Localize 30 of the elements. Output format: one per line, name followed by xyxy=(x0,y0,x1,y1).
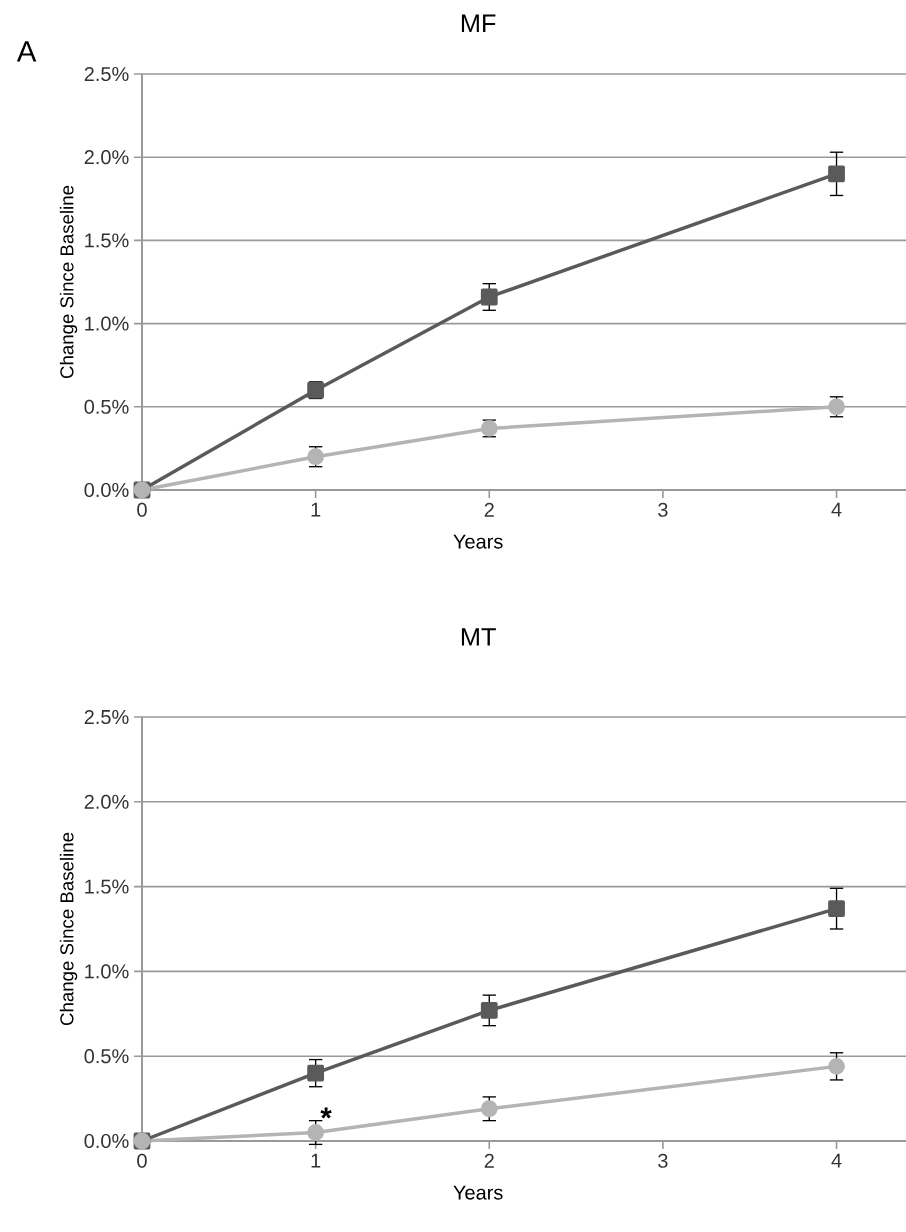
x-tick-label: 0 xyxy=(137,502,147,517)
chart-title: MT xyxy=(461,628,496,646)
y-tick-label: 0.5% xyxy=(84,399,129,414)
x-tick-label: 2 xyxy=(484,1153,494,1168)
x-axis-title: Years xyxy=(453,1185,503,1200)
y-tick-label: 2.0% xyxy=(84,794,129,809)
x-tick-label: 1 xyxy=(311,1153,321,1168)
y-tick-label: 2.5% xyxy=(84,709,129,725)
y-tick-label: 1.5% xyxy=(85,233,129,248)
x-tick-label: 0 xyxy=(137,1153,147,1168)
x-tick-label: 2 xyxy=(484,502,494,517)
y-axis-title: Change Since Baseline xyxy=(59,185,78,379)
x-tick-label: 4 xyxy=(831,502,842,517)
chart-title: MF xyxy=(461,14,496,32)
y-tick-label: 0.0% xyxy=(84,482,129,498)
y-tick-label: 0.0% xyxy=(84,1133,129,1149)
y-tick-label: 1.0% xyxy=(85,964,129,979)
y-tick-label: 2.0% xyxy=(84,150,129,165)
x-axis-title: Years xyxy=(453,534,503,549)
x-tick-label: 3 xyxy=(658,1153,668,1168)
y-tick-label: 1.0% xyxy=(85,316,129,331)
x-tick-label: 4 xyxy=(831,1153,842,1168)
annotation: * xyxy=(320,1107,332,1119)
x-tick-label: 3 xyxy=(658,502,668,517)
y-tick-label: 2.5% xyxy=(84,66,129,82)
y-tick-label: 1.5% xyxy=(85,879,129,894)
y-axis-title: Change Since Baseline xyxy=(59,832,78,1026)
y-tick-label: 0.5% xyxy=(84,1049,129,1064)
text: A xyxy=(16,41,37,62)
x-tick-label: 1 xyxy=(311,502,321,517)
